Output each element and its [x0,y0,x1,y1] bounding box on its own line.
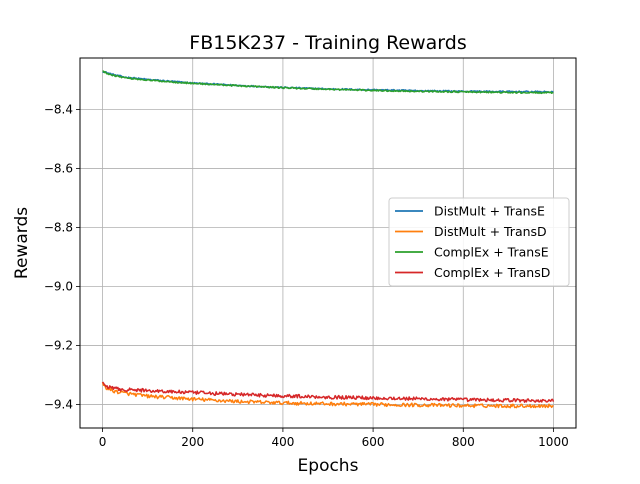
legend-label: DistMult + TransE [434,204,545,219]
x-tick-label: 400 [271,435,294,449]
x-tick-label: 1000 [538,435,569,449]
legend-label: DistMult + TransD [434,224,547,239]
legend-label: ComplEx + TransE [434,245,549,260]
axis-ticks: 0 200 400 600 800 1000 −9.4 −9.2 −9.0 −8.8 −8.6 −8.… [44,103,569,449]
series-lines [101,70,555,409]
x-tick-label: 800 [452,435,475,449]
series-line-3 [102,381,555,403]
x-tick-label: 0 [99,435,107,449]
series-line-2 [102,70,554,95]
legend: DistMult + TransE DistMult + TransD ComplE… [388,197,570,287]
x-tick-label: 200 [181,435,204,449]
legend-label: ComplEx + TransD [434,265,550,280]
series-line-1 [101,381,554,409]
y-tick-label: −9.0 [44,279,73,293]
y-tick-label: −8.8 [44,221,73,235]
y-axis-label: Rewards [12,207,32,279]
chart-title: FB15K237 - Training Rewards [189,32,466,54]
y-tick-label: −9.2 [44,338,73,352]
legend-box [388,197,570,287]
x-axis-label: Epochs [298,456,359,476]
x-tick-label: 600 [362,435,385,449]
y-tick-label: −9.4 [44,397,73,411]
plot-frame [79,57,577,429]
y-tick-label: −8.4 [44,103,73,117]
y-tick-label: −8.6 [44,162,73,176]
